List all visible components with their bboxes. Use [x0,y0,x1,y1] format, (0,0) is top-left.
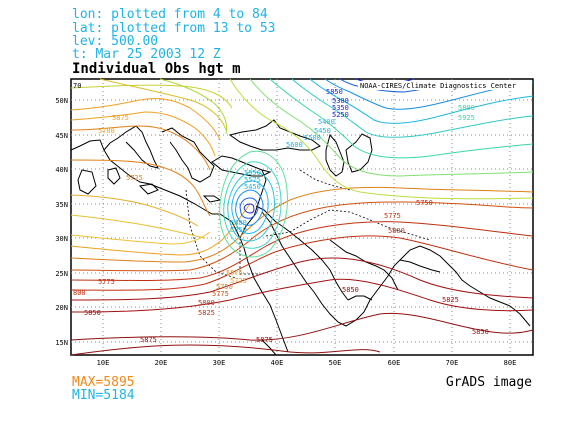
lat-tick: 30N [55,235,68,243]
graticule [71,79,533,355]
contour-label: 5700 [98,127,115,135]
lon-tick: 80E [504,359,517,367]
map-frame [70,78,534,356]
contour-label: 5725 [126,174,143,182]
lat-tick: 50N [55,97,68,105]
contour-label: 5825 [198,309,215,317]
contour-label: 5850 [326,88,343,96]
contour-label: 5925 [458,114,475,122]
lat-tick-labels: 50N 45N 40N 35N 30N 25N 20N 15N [55,97,68,347]
contour-label: 5775 [384,212,401,220]
header-lat: lat: plotted from 13 to 53 [72,21,276,36]
lon-tick: 40E [271,359,284,367]
contour-label: 5350 [332,104,349,112]
lat-tick: 25N [55,270,68,278]
contours [70,78,534,356]
lon-tick: 20E [155,359,168,367]
header-lon: lon: plotted from 4 to 84 [72,7,268,22]
contour-label: 5850 [342,286,359,294]
lat-tick: 15N [55,339,68,347]
contour-label: 5825 [442,296,459,304]
lon-tick: 30E [213,359,226,367]
map-title: Individual Obs hgt m [72,61,241,77]
contour-label: 5800 [388,227,405,235]
contour-label: 5575 [226,269,243,277]
contour-label: 5500 [304,134,321,142]
contour-label: 5300 [332,97,349,105]
credit-label: NOAA-CIRES/Climate Diagnostics Center [360,82,516,90]
lon-tick-labels: 10E 20E 30E 40E 50E 60E 70E 80E [97,359,517,367]
contour-label: 5600 [286,141,303,149]
contour-label: 5850 [472,328,489,336]
contour-label: 5875 [140,336,157,344]
contour-label: 800 [73,289,86,297]
contour-labels: 5850 5300 5350 5250 5400 5450 5500 5600 … [73,88,489,344]
credit-box [358,81,532,90]
lon-tick: 50E [329,359,342,367]
contour-label: 5875 [112,114,129,122]
contour-label: 5850 [84,309,101,317]
borders [185,169,431,279]
contour-label: 5750 [216,283,233,291]
contour-label: 5550 [244,169,261,177]
lat-tick: 45N [55,132,68,140]
contour-label: 5450 [244,183,261,191]
contour-label: 5400 [230,219,247,227]
max-label: MAX=5895 [72,375,135,390]
corner-label: 70 [73,82,81,90]
contour-label: 5800 [198,299,215,307]
contour-label: 5875 [256,336,273,344]
lon-tick: 60E [388,359,401,367]
lon-tick: 10E [97,359,110,367]
lat-tick: 40N [55,166,68,174]
contour-label: 5775 [98,278,115,286]
contour-label: 5725 [230,277,247,285]
lat-tick: 35N [55,201,68,209]
header-time: t: Mar 25 2003 12 Z [72,47,221,62]
contour-label: 5400 [318,118,335,126]
header-lev: lev: 500.00 [72,34,159,49]
contour-label: 5450 [314,127,331,135]
lat-tick: 20N [55,304,68,312]
contour-label: 5350 [230,226,247,234]
contour-label: 5750 [416,199,433,207]
contour-label: 5250 [332,111,349,119]
contour-label: 5775 [212,290,229,298]
min-label: MIN=5184 [72,388,135,403]
contour-label: 5800 [458,104,475,112]
grads-label: GrADS image [445,375,532,390]
contour-label: 5575 [244,176,261,184]
lon-tick: 70E [446,359,459,367]
